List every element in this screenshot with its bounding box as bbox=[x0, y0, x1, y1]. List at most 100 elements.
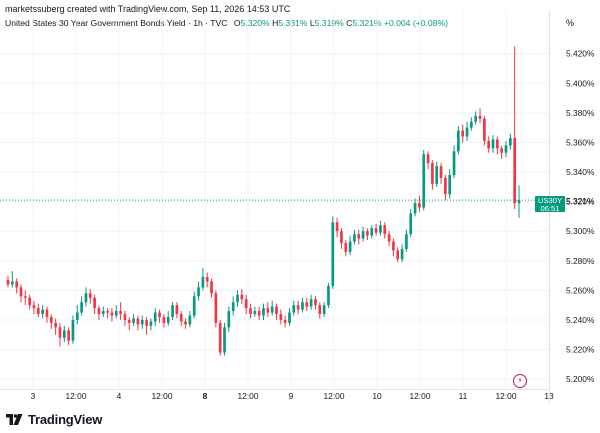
candle-body bbox=[179, 314, 183, 322]
candle-body bbox=[140, 319, 144, 325]
candle-body bbox=[283, 319, 287, 323]
y-tick-label: 5.280% bbox=[566, 256, 595, 266]
candle-body bbox=[205, 277, 209, 282]
candle-body bbox=[262, 308, 265, 316]
candle-body bbox=[145, 319, 148, 326]
candle-body bbox=[58, 327, 62, 338]
candle-body bbox=[413, 203, 417, 214]
lightning-icon[interactable]: ⚡ bbox=[513, 374, 527, 388]
candle-body bbox=[348, 241, 352, 252]
candle-body bbox=[184, 321, 187, 325]
candle-body bbox=[275, 306, 278, 315]
candle-body bbox=[296, 305, 300, 310]
candle-body bbox=[366, 231, 369, 236]
current-price: 5.321% bbox=[566, 196, 595, 206]
x-tick-label: 4 bbox=[117, 391, 122, 401]
candle-body bbox=[227, 311, 231, 328]
candle-body bbox=[106, 311, 109, 313]
candle-body bbox=[10, 281, 14, 285]
candle-body bbox=[396, 250, 400, 260]
candle-body bbox=[305, 302, 309, 307]
candle-body bbox=[357, 234, 361, 239]
candle-body bbox=[309, 299, 313, 307]
close-key: C bbox=[346, 18, 353, 28]
candle-body bbox=[279, 314, 283, 320]
candle-body bbox=[257, 311, 261, 316]
candle-body bbox=[158, 312, 161, 317]
x-tick-label: 12:00 bbox=[66, 391, 87, 401]
candle-body bbox=[127, 319, 131, 323]
candle-body bbox=[136, 318, 140, 325]
symbol-legend[interactable]: United States 30 Year Government Bonds Y… bbox=[5, 18, 448, 28]
candle-body bbox=[149, 321, 153, 326]
candle-body bbox=[435, 166, 439, 184]
x-tick-label: 10 bbox=[372, 391, 382, 401]
y-tick-label: 5.400% bbox=[566, 78, 595, 88]
candle-body bbox=[491, 139, 495, 149]
time-axis-divider bbox=[0, 389, 549, 390]
candle-body bbox=[474, 115, 478, 122]
x-tick-label: 9 bbox=[289, 391, 294, 401]
y-tick-label: 5.200% bbox=[566, 374, 595, 384]
candle-body bbox=[49, 316, 53, 323]
candle-body bbox=[392, 241, 395, 251]
candle-body bbox=[71, 319, 75, 341]
candle-body bbox=[80, 302, 83, 313]
candle-body bbox=[210, 281, 213, 294]
candle-body bbox=[517, 200, 521, 204]
candle-body bbox=[54, 322, 57, 328]
candle-body bbox=[253, 311, 257, 315]
candle-body bbox=[175, 305, 179, 315]
candle-body bbox=[192, 296, 196, 316]
candle-body bbox=[36, 308, 40, 315]
candle-body bbox=[28, 297, 31, 306]
candle-body bbox=[231, 302, 235, 312]
candle-body bbox=[322, 305, 326, 315]
candle-body bbox=[370, 228, 374, 236]
candle-body bbox=[439, 166, 443, 178]
x-tick-label: 12:00 bbox=[152, 391, 173, 401]
candle-body bbox=[166, 316, 170, 323]
current-symbol: US30Y bbox=[537, 196, 563, 205]
candle-body bbox=[19, 287, 23, 297]
x-tick-label: 12:00 bbox=[410, 391, 431, 401]
candle-body bbox=[88, 293, 92, 298]
candle-body bbox=[422, 154, 426, 208]
candle-body bbox=[478, 115, 482, 119]
candle-body bbox=[513, 137, 517, 204]
y-tick-label: 5.420% bbox=[566, 49, 595, 59]
candle-body bbox=[331, 222, 335, 286]
candle-body bbox=[162, 316, 166, 323]
y-tick-label: 5.260% bbox=[566, 285, 595, 295]
candle-body bbox=[418, 203, 421, 208]
candle-body bbox=[288, 312, 291, 323]
candle-body bbox=[132, 318, 135, 323]
x-tick-label: 11 bbox=[459, 391, 468, 401]
candle-body bbox=[452, 151, 456, 175]
candle-body bbox=[201, 277, 205, 288]
candle-body bbox=[110, 312, 114, 316]
y-tick-label: 5.340% bbox=[566, 167, 595, 177]
candle-body bbox=[374, 228, 378, 233]
price-axis[interactable]: 5.200% 5.220% 5.240% 5.260% 5.280% 5.300% 5.32… bbox=[566, 49, 595, 384]
tradingview-mark-icon bbox=[6, 413, 23, 425]
candle-body bbox=[266, 308, 270, 313]
candle-body bbox=[218, 322, 222, 353]
candle-body bbox=[487, 140, 491, 149]
candle-body bbox=[153, 312, 157, 322]
candle-body bbox=[344, 243, 348, 252]
y-tick-label: 5.360% bbox=[566, 137, 595, 147]
candle-body bbox=[314, 299, 317, 306]
x-tick-label: 12:00 bbox=[324, 391, 345, 401]
candle-body bbox=[457, 130, 460, 152]
candle-body bbox=[23, 296, 27, 298]
candle-body bbox=[353, 234, 356, 242]
candle-body bbox=[387, 234, 391, 242]
price-scale-unit[interactable]: % bbox=[566, 18, 575, 28]
candle-body bbox=[361, 231, 365, 239]
candle-body bbox=[318, 305, 322, 315]
open-value: 5.320% bbox=[240, 18, 270, 28]
